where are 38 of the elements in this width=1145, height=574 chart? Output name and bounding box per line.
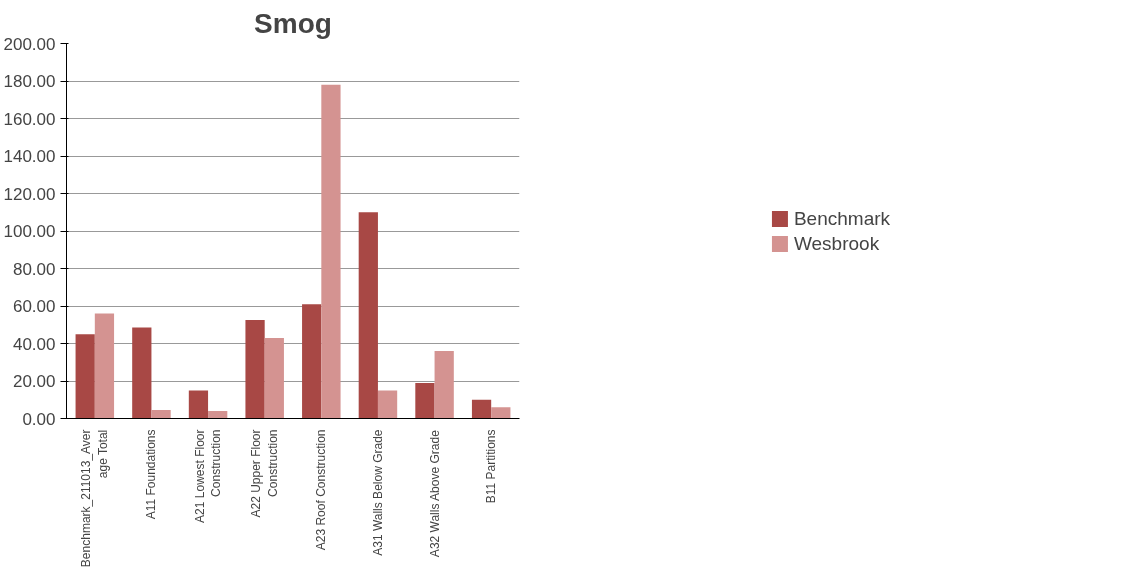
y-tick-label: 160.00 bbox=[3, 109, 56, 129]
bar bbox=[75, 334, 95, 419]
bar bbox=[245, 320, 265, 419]
y-tick-label: 180.00 bbox=[3, 72, 56, 91]
bar bbox=[302, 304, 322, 419]
x-tick-label: B11 Partitions bbox=[484, 429, 499, 504]
bar bbox=[94, 313, 115, 419]
x-tick-label: A32 Walls Above Grade bbox=[427, 429, 442, 558]
legend-label: Benchmark bbox=[793, 207, 891, 229]
x-tick-label: Benchmark_211013_Average Total bbox=[79, 429, 111, 568]
y-tick-label: 100.00 bbox=[3, 222, 56, 241]
legend-label: Wesbrook bbox=[793, 232, 880, 254]
y-tick-label: 0.00 bbox=[22, 409, 56, 429]
bar bbox=[321, 84, 341, 419]
x-tick-label: A11 Foundations bbox=[144, 429, 159, 520]
y-tick-label: 40.00 bbox=[12, 334, 56, 354]
y-tick-label: 120.00 bbox=[3, 184, 56, 204]
chart-title: Smog bbox=[254, 7, 332, 39]
bar bbox=[188, 390, 209, 419]
y-tick-label: 200.00 bbox=[3, 34, 56, 54]
bar bbox=[471, 399, 492, 419]
bar bbox=[377, 390, 398, 419]
bar bbox=[132, 327, 152, 419]
y-tick-label: 20.00 bbox=[12, 372, 56, 391]
x-tick-label: A22 Upper Floor Construction bbox=[249, 429, 281, 518]
bar bbox=[358, 212, 378, 419]
bar bbox=[415, 382, 435, 419]
bar bbox=[491, 407, 511, 419]
y-tick-label: 60.00 bbox=[12, 297, 56, 316]
bar bbox=[264, 337, 284, 419]
y-tick-label: 140.00 bbox=[3, 147, 56, 166]
bar bbox=[208, 411, 228, 419]
x-tick-label: A31 Walls Below Grade bbox=[370, 429, 385, 556]
bar bbox=[151, 410, 171, 419]
x-tick-label: A23 Roof Construction bbox=[314, 429, 329, 551]
y-tick-label: 80.00 bbox=[12, 259, 56, 279]
bar bbox=[434, 351, 454, 419]
x-tick-label: A21 Lowest Floor Construction bbox=[192, 429, 224, 523]
